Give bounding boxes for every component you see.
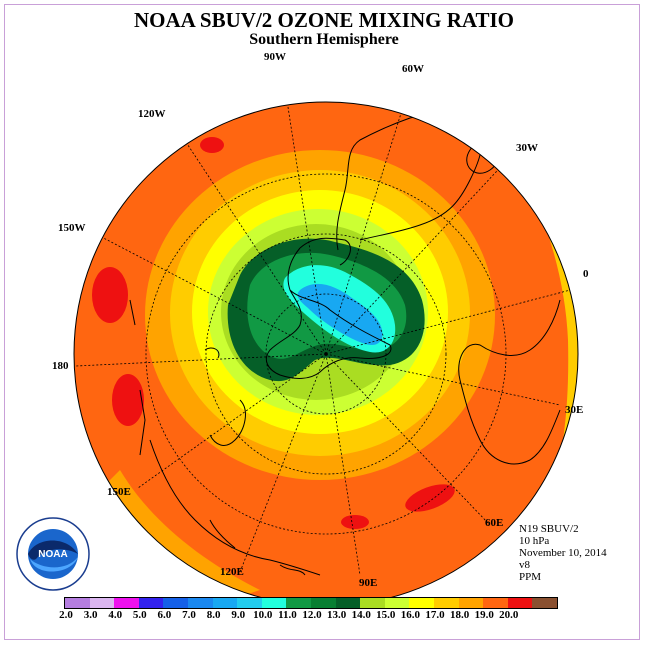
- colorbar-tick-label: 15.0: [376, 609, 396, 621]
- colorbar-segment: [138, 598, 164, 608]
- colorbar-segment: [532, 598, 557, 608]
- colorbar-tick-label: 19.0: [474, 609, 494, 621]
- colorbar-segment: [237, 598, 262, 608]
- colorbar-tick-label: 3.0: [83, 609, 98, 621]
- colorbar-tick-label: 6.0: [157, 609, 172, 621]
- colorbar-segment: [507, 598, 533, 608]
- colorbar-tick-label: 2.0: [59, 609, 73, 621]
- colorbar-tick-label: 14.0: [351, 609, 371, 621]
- colorbar-tick-label: 20.0: [499, 609, 519, 621]
- graticule: [75, 102, 578, 576]
- lon-label-120e: 120E: [220, 566, 244, 578]
- colorbar-segment: [409, 598, 434, 608]
- colorbar-tick-label: 4.0: [108, 609, 123, 621]
- lon-label-0: 0: [583, 268, 589, 280]
- colorbar-tick-label: 13.0: [326, 609, 347, 621]
- colorbar-segment: [261, 598, 287, 608]
- ozone-max-patch: [200, 137, 224, 153]
- colorbar-segment: [212, 598, 238, 608]
- ozone-max-patch: [341, 515, 369, 529]
- ozone-max-patch: [112, 374, 144, 426]
- lon-label-120w: 120W: [138, 108, 166, 120]
- colorbar-tick-label: 10.0: [253, 609, 273, 621]
- colorbar-tick-label: 5.0: [132, 609, 147, 621]
- colorbar-segment: [433, 598, 459, 608]
- units-label: PPM: [519, 571, 542, 583]
- colorbar-segment: [286, 598, 311, 608]
- colorbar-segment: [310, 598, 336, 608]
- colorbar-tick-label: 7.0: [182, 609, 196, 621]
- colorbar-tick-label: 8.0: [206, 609, 221, 621]
- lon-label-90e: 90E: [359, 577, 378, 589]
- figure-frame: [4, 4, 640, 640]
- colorbar-segment: [360, 598, 385, 608]
- colorbar-segment: [89, 598, 115, 608]
- colorbar-tick-label: 12.0: [302, 609, 322, 621]
- map-title: NOAA SBUV/2 OZONE MIXING RATIO: [134, 8, 514, 32]
- colorbar-segment: [458, 598, 484, 608]
- lon-label-60e: 60E: [485, 517, 504, 529]
- lon-label-150w: 150W: [58, 222, 86, 234]
- lon-label-150e: 150E: [107, 486, 131, 498]
- colorbar-segment: [114, 598, 139, 608]
- lon-label-30e: 30E: [565, 404, 584, 416]
- colorbar-tick-label: 11.0: [278, 609, 297, 621]
- pressure-level: 10 hPa: [519, 535, 550, 547]
- colorbar-tick-label: 18.0: [449, 609, 470, 621]
- noaa-logo: NOAA: [16, 517, 90, 591]
- lon-label-30w: 30W: [516, 142, 538, 154]
- colorbar-tick-label: 16.0: [400, 609, 421, 621]
- ozone-band-16-17-west-lower: [100, 470, 260, 606]
- colorbar-segment: [335, 598, 361, 608]
- lon-label-90w: 90W: [264, 51, 286, 63]
- colorbar-segment: [163, 598, 188, 608]
- colorbar: [64, 597, 558, 609]
- colorbar-tick-label: 9.0: [231, 609, 246, 621]
- colorbar-ticks: 2.0 3.0 4.0 5.0 6.0 7.0 8.0 9.0 10.0 11.0 12.0 13.0…: [0, 609, 648, 623]
- lon-label-180: 180: [52, 360, 69, 372]
- colorbar-tick-label: 17.0: [425, 609, 445, 621]
- colorbar-segment: [187, 598, 213, 608]
- colorbar-segment: [483, 598, 508, 608]
- version-label: v8: [519, 559, 530, 571]
- ozone-max-patch: [92, 267, 128, 323]
- lon-label-60w: 60W: [402, 63, 424, 75]
- info-block: N19 SBUV/2 10 hPa November 10, 2014 v8 P…: [519, 523, 607, 583]
- map-subtitle: Southern Hemisphere: [249, 31, 399, 48]
- coastlines: [129, 102, 561, 576]
- colorbar-segment: [65, 598, 90, 608]
- colorbar-segment: [384, 598, 410, 608]
- date-label: November 10, 2014: [519, 547, 607, 559]
- noaa-logo-text: NOAA: [38, 549, 67, 560]
- satellite-label: N19 SBUV/2: [519, 523, 579, 535]
